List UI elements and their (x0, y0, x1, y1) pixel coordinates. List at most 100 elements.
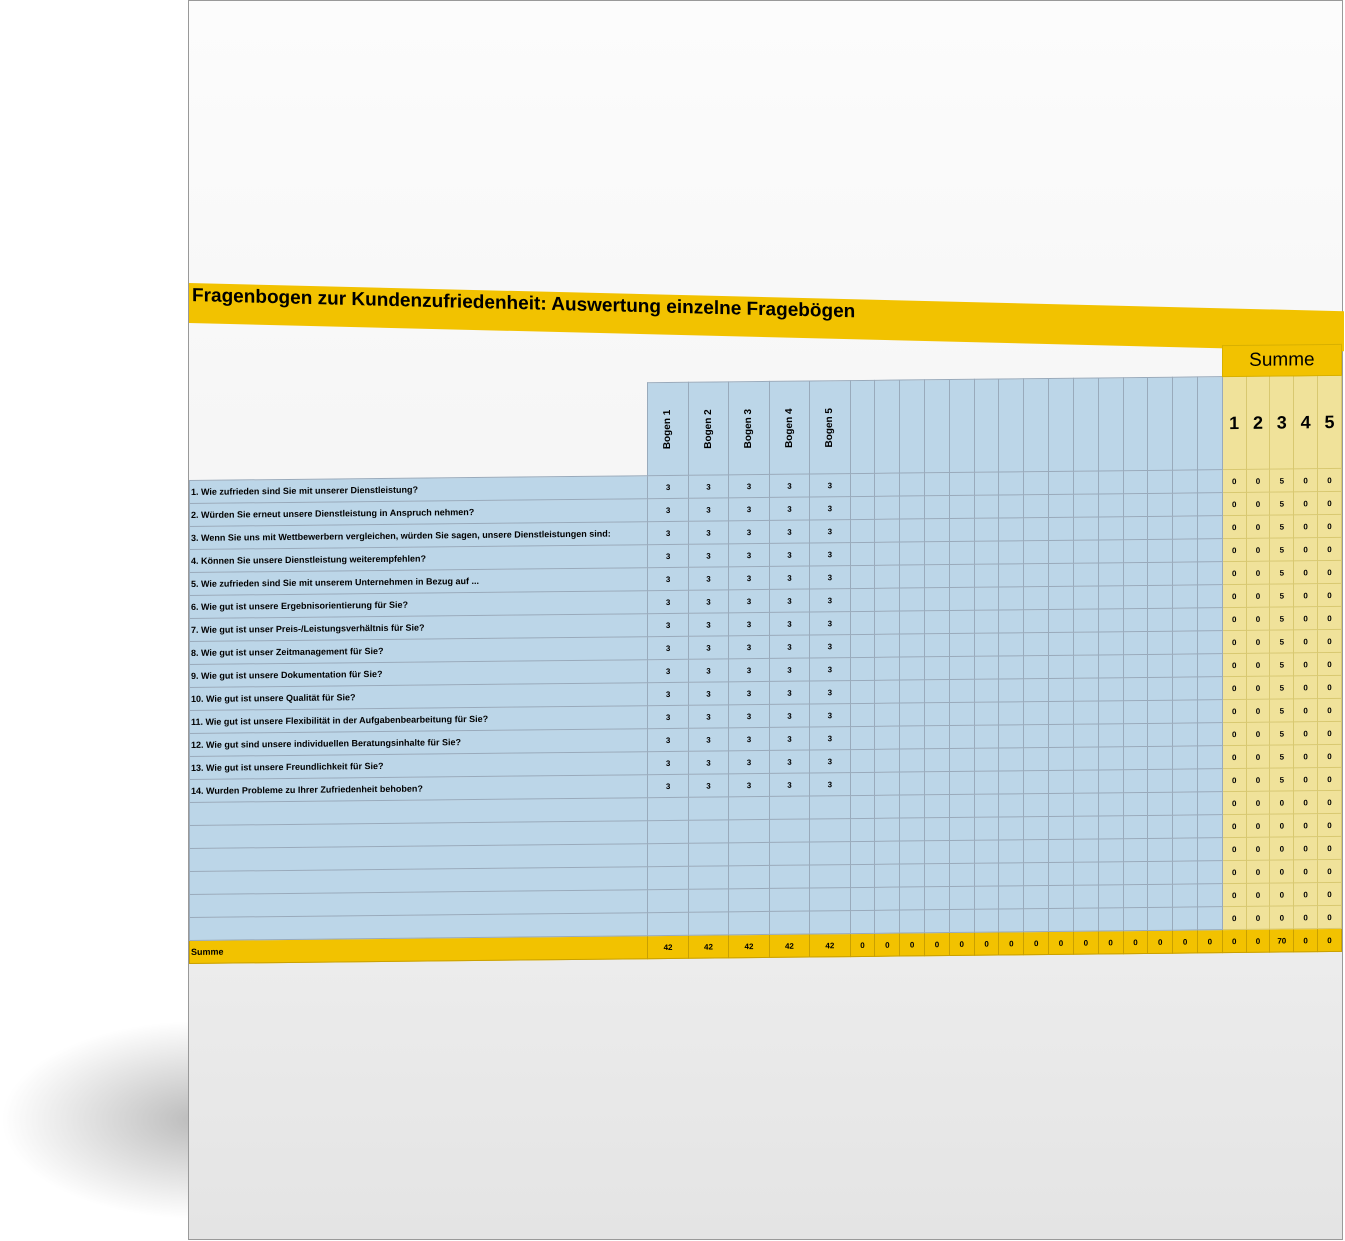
bogen-header-label: Bogen 4 (783, 407, 795, 448)
answer-cell (1172, 837, 1198, 862)
spacer (1123, 346, 1148, 377)
answer-cell (1073, 677, 1099, 702)
answer-cell (998, 908, 1024, 933)
answer-cell: 3 (647, 659, 689, 683)
rating-count-cell: 0 (1246, 492, 1270, 516)
answer-cell (974, 679, 999, 703)
answer-cell (1023, 586, 1049, 610)
answer-cell (1147, 539, 1173, 563)
answer-cell (1073, 700, 1099, 725)
answer-cell (647, 820, 689, 844)
answer-cell (850, 726, 875, 750)
bogen-header-label: Bogen 5 (824, 407, 836, 448)
answer-cell (850, 703, 875, 727)
answer-cell (1073, 562, 1099, 587)
answer-cell (1048, 609, 1074, 633)
answer-cell (1172, 653, 1198, 678)
answer-cell (1147, 516, 1173, 540)
answer-cell (1098, 493, 1124, 517)
rating-count-cell: 0 (1222, 584, 1247, 608)
answer-cell (850, 542, 875, 566)
bogen-total: 0 (924, 932, 950, 956)
answer-cell (924, 840, 950, 864)
answer-cell (899, 840, 925, 865)
answer-cell: 3 (809, 726, 851, 751)
answer-cell: 3 (688, 543, 729, 568)
answer-cell (1172, 745, 1198, 770)
answer-cell (809, 887, 851, 912)
answer-cell (1172, 492, 1198, 517)
answer-cell (974, 748, 999, 772)
answer-cell: 3 (688, 497, 729, 522)
answer-cell (1147, 677, 1173, 701)
answer-cell (874, 726, 900, 750)
answer-cell: 3 (728, 750, 770, 774)
rating-count-cell: 0 (1317, 583, 1342, 607)
answer-cell (974, 794, 999, 818)
answer-cell (899, 748, 925, 773)
answer-cell (949, 472, 975, 496)
rating-count-cell: 0 (1246, 699, 1270, 723)
bogen-header: Bogen 3 (728, 381, 770, 475)
answer-cell (1197, 561, 1223, 585)
answer-cell (1048, 494, 1074, 518)
answer-cell: 3 (769, 566, 810, 590)
answer-cell (1197, 814, 1223, 838)
rating-count-cell: 0 (1246, 561, 1270, 585)
answer-cell (924, 495, 950, 519)
bogen-total: 0 (850, 933, 875, 957)
answer-cell (850, 611, 875, 635)
answer-cell (1197, 745, 1223, 769)
rating-count-cell: 0 (1293, 560, 1318, 584)
rating-count-cell: 0 (1222, 561, 1247, 585)
rating-count-cell: 0 (1317, 744, 1342, 768)
bogen-total: 0 (899, 932, 925, 957)
answer-cell (1023, 494, 1049, 518)
answer-cell (1098, 861, 1124, 885)
answer-cell (1123, 631, 1148, 655)
answer-cell (850, 818, 875, 842)
answer-cell: 3 (769, 497, 810, 521)
rating-count-cell: 5 (1269, 629, 1294, 654)
answer-cell (1197, 676, 1223, 700)
bogen-total: 0 (1123, 930, 1148, 954)
answer-cell (1147, 654, 1173, 678)
answer-cell: 3 (728, 658, 770, 682)
rating-count-cell: 0 (1222, 538, 1247, 562)
answer-cell (1197, 860, 1223, 884)
answer-cell (1098, 838, 1124, 862)
rating-count-cell: 0 (1317, 537, 1342, 561)
rating-count-cell: 0 (1317, 629, 1342, 653)
answer-cell (1098, 539, 1124, 563)
answer-cell (1123, 493, 1148, 517)
answer-cell (850, 496, 875, 520)
answer-cell (1123, 884, 1148, 908)
answer-cell: 3 (809, 703, 851, 728)
answer-cell (1023, 609, 1049, 633)
answer-cell (949, 541, 975, 565)
spacer (769, 350, 809, 381)
answer-cell (1098, 884, 1124, 908)
answer-cell (1073, 470, 1099, 495)
rating-count-cell: 0 (1222, 860, 1247, 884)
rating-count-cell: 0 (1246, 768, 1270, 792)
answer-cell (1098, 608, 1124, 632)
answer-cell: 3 (809, 519, 851, 544)
answer-cell (1197, 699, 1223, 723)
rating-header: 4 (1293, 375, 1318, 469)
answer-cell (1098, 631, 1124, 655)
answer-cell (1023, 471, 1049, 495)
answer-cell (1123, 861, 1148, 885)
answer-cell (924, 886, 950, 910)
rating-count-cell: 0 (1293, 583, 1318, 607)
answer-cell (1073, 654, 1099, 679)
rating-count-cell: 0 (1246, 469, 1270, 493)
rating-header: 5 (1317, 375, 1342, 469)
rating-total: 0 (1246, 929, 1270, 953)
rating-count-cell: 0 (1293, 790, 1318, 814)
answer-cell (1023, 839, 1049, 863)
answer-cell (1073, 608, 1099, 633)
answer-cell (1023, 747, 1049, 771)
rating-count-cell: 5 (1269, 652, 1294, 677)
answer-cell (949, 725, 975, 749)
